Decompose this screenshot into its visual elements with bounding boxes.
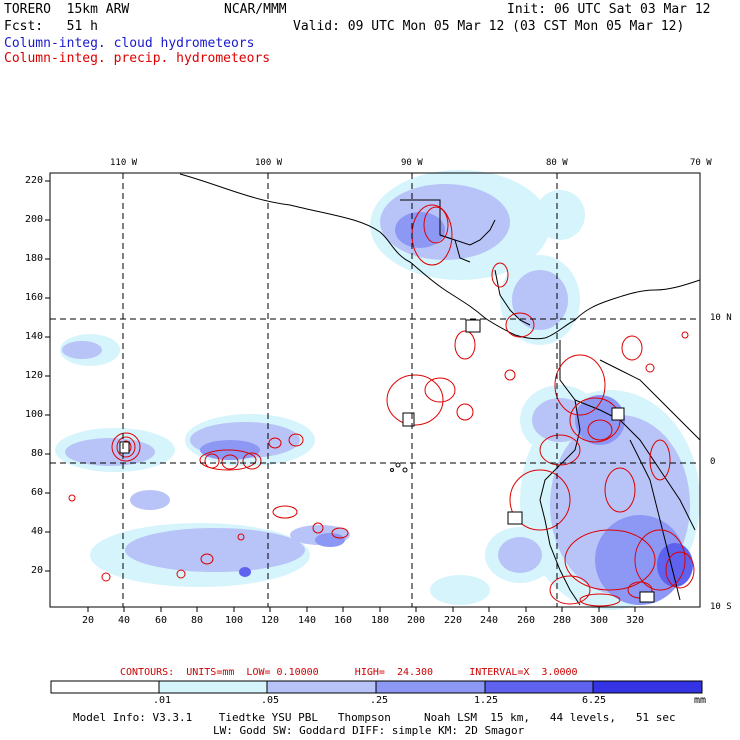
colorbar-level: .25	[370, 695, 389, 706]
colorbar-bin	[158, 680, 268, 694]
x-tick-label: 60	[155, 615, 168, 626]
colorbar-bin	[592, 680, 703, 694]
init-time: Init: 06 UTC Sat 03 Mar 12	[507, 2, 711, 17]
lon-label-80w: 80 W	[546, 158, 568, 168]
map-frame	[49, 172, 701, 608]
x-tick-label: 140	[298, 615, 317, 626]
lat-label-10s: 10 S	[710, 602, 732, 612]
lon-label-100w: 100 W	[255, 158, 283, 168]
cloud-hydrometeor-shading	[55, 170, 700, 610]
x-tick-label: 80	[191, 615, 204, 626]
colorbar-level: 6.25	[582, 695, 607, 706]
colorbar-bin	[50, 680, 160, 694]
colorbar-unit: mm	[694, 695, 707, 706]
lat-label-0: 0	[710, 457, 716, 467]
x-tick-label: 20	[82, 615, 95, 626]
y-tick-label: 220	[25, 175, 44, 186]
forecast-hour: Fcst: 51 h	[4, 19, 98, 34]
y-tick-label: 200	[25, 214, 44, 225]
y-tick-label: 160	[25, 292, 44, 303]
colorbar-level: 1.25	[474, 695, 499, 706]
lat-lon-grid	[50, 173, 700, 607]
x-tick-label: 220	[444, 615, 463, 626]
lon-label-90w: 90 W	[401, 158, 423, 168]
y-tick-label: 100	[25, 409, 44, 420]
y-tick-label: 60	[31, 487, 44, 498]
x-tick-label: 120	[261, 615, 280, 626]
y-tick-label: 40	[31, 526, 44, 537]
contour-info: CONTOURS: UNITS=mm LOW= 0.10000 HIGH= 24…	[120, 667, 578, 678]
colorbar-bin	[484, 680, 594, 694]
x-tick-label: 100	[225, 615, 244, 626]
lat-label-10n: 10 N	[710, 313, 732, 323]
precip-field-label: Column-integ. precip. hydrometeors	[4, 51, 271, 66]
model-info-line1: Model Info: V3.3.1 Tiedtke YSU PBL Thomp…	[73, 711, 676, 724]
y-tick-label: 80	[31, 448, 44, 459]
x-tick-label: 260	[517, 615, 536, 626]
y-tick-label: 140	[25, 331, 44, 342]
y-tick-label: 20	[31, 565, 44, 576]
x-tick-marks	[87, 607, 636, 612]
model-title: TORERO 15km ARW	[4, 2, 130, 17]
colorbar-bin	[266, 680, 377, 694]
colorbar-bin	[375, 680, 486, 694]
x-tick-label: 180	[371, 615, 390, 626]
contour-label-boxes	[119, 319, 655, 603]
y-tick-marks	[45, 180, 50, 572]
y-tick-label: 180	[25, 253, 44, 264]
x-tick-label: 40	[118, 615, 131, 626]
x-tick-label: 300	[590, 615, 609, 626]
cloud-field-label: Column-integ. cloud hydrometeors	[4, 36, 255, 51]
colorbar-level: .05	[261, 695, 280, 706]
y-tick-label: 120	[25, 370, 44, 381]
lon-label-70w: 70 W	[690, 158, 712, 168]
lon-label-110w: 110 W	[110, 158, 138, 168]
x-tick-label: 200	[407, 615, 426, 626]
organization-label: NCAR/MMM	[224, 2, 287, 17]
x-tick-label: 160	[334, 615, 353, 626]
valid-time: Valid: 09 UTC Mon 05 Mar 12 (03 CST Mon …	[293, 19, 685, 34]
x-tick-label: 320	[626, 615, 645, 626]
x-tick-label: 240	[480, 615, 499, 626]
colorbar-level: .01	[153, 695, 172, 706]
x-tick-label: 280	[553, 615, 572, 626]
model-info-line2: LW: Godd SW: Goddard DIFF: simple KM: 2D…	[213, 724, 525, 737]
